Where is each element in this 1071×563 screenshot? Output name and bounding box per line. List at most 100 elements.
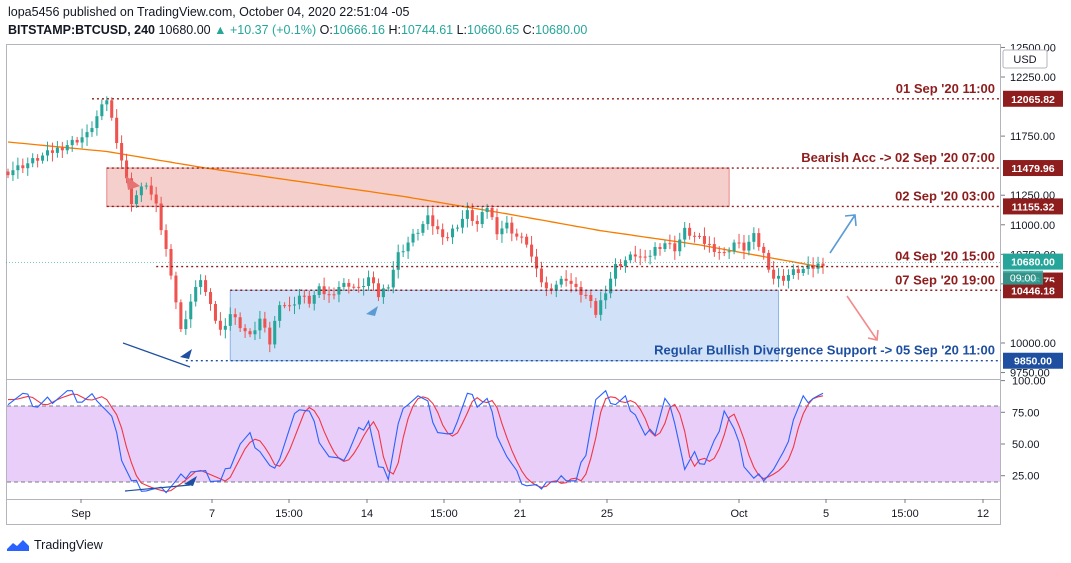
price-tag-label: 12065.82 — [1011, 94, 1055, 106]
price-tag — [1003, 160, 1063, 177]
candle — [638, 248, 642, 266]
candle — [65, 140, 69, 155]
last-price: 10680.00 — [158, 23, 211, 37]
candle — [431, 207, 435, 235]
currency-badge — [1002, 49, 1048, 69]
candle — [317, 283, 321, 298]
candle — [253, 321, 257, 341]
candle — [722, 247, 726, 257]
candle — [495, 208, 499, 241]
price-tag — [1003, 352, 1063, 369]
candle — [337, 281, 341, 303]
time-axis[interactable]: Sep 7 15:00 14 15:00 21 25 Oct 5 15:00 12 — [71, 499, 989, 520]
stochastic-band — [7, 405, 1000, 483]
candle — [544, 276, 548, 297]
candle — [41, 152, 45, 164]
candle — [678, 232, 682, 257]
time-tick-label: 15:00 — [430, 508, 458, 520]
candle — [179, 299, 183, 333]
candle — [213, 301, 217, 324]
candle — [391, 261, 395, 294]
candle — [194, 280, 198, 307]
candle — [752, 227, 756, 250]
candle — [21, 158, 25, 174]
candle — [777, 268, 781, 288]
candle — [480, 207, 484, 228]
candle — [534, 248, 539, 278]
chart-frame — [6, 44, 1001, 525]
candle — [233, 308, 237, 325]
stochastic-d-line — [8, 393, 824, 493]
candle — [100, 99, 104, 121]
candle — [357, 278, 361, 293]
candle — [352, 283, 356, 290]
candle — [273, 316, 277, 349]
candle — [154, 186, 158, 213]
candle — [559, 275, 563, 288]
candle — [569, 273, 573, 293]
level-label: Bearish Acc -> 02 Sep '20 07:00 — [801, 150, 995, 165]
candle — [144, 182, 148, 190]
candle — [258, 310, 262, 339]
candle — [174, 271, 178, 310]
candle — [791, 264, 795, 279]
candle — [169, 244, 173, 280]
candle — [248, 328, 252, 338]
candle — [406, 236, 410, 259]
candle — [134, 190, 138, 208]
down-arrow-icon — [846, 295, 879, 341]
levels-layer: 01 Sep '20 11:00 Bearish Acc -> 02 Sep '2… — [6, 81, 1001, 362]
candle — [129, 172, 134, 212]
candle — [36, 154, 40, 168]
candles-layer — [6, 96, 825, 353]
candle — [801, 266, 805, 276]
candle — [500, 220, 504, 243]
candle — [772, 261, 776, 285]
annotations-layer — [122, 176, 879, 368]
zones-layer — [106, 167, 780, 362]
candle — [697, 232, 702, 239]
price-tick-label: 12250.00 — [1010, 72, 1056, 84]
moving-average-line — [7, 141, 824, 268]
candle — [816, 256, 820, 274]
candle — [327, 286, 331, 303]
candle — [455, 224, 460, 232]
symbol-line: BITSTAMP:BTCUSD, 240 10680.00 ▲ +10.37 (… — [8, 21, 708, 39]
price-chart[interactable]: 01 Sep '20 11:00 Bearish Acc -> 02 Sep '2… — [0, 0, 1071, 535]
candle — [648, 249, 652, 265]
candle — [312, 291, 316, 311]
stochastic-pane — [7, 389, 1000, 494]
candle — [623, 256, 627, 273]
candle — [584, 290, 588, 299]
last-price-tag-label: 10680.00 — [1011, 257, 1055, 269]
candle — [446, 232, 450, 242]
candle — [208, 288, 213, 311]
time-tick-label: 21 — [514, 508, 526, 520]
candle — [786, 269, 790, 289]
candle — [416, 228, 420, 241]
divergence-line-oscillator — [124, 484, 191, 492]
price-tags-layer: 12065.8211479.9611155.3210646.7510446.18… — [1003, 90, 1063, 369]
candle — [278, 301, 282, 328]
bullish-marker-icon — [366, 306, 378, 316]
candle — [367, 270, 371, 291]
candle — [530, 236, 534, 263]
stochastic-axis[interactable]: 100.00 75.00 50.00 25.00 — [1001, 376, 1046, 483]
candle — [441, 223, 445, 245]
price-tag-label: 10446.18 — [1011, 285, 1055, 297]
candle — [204, 275, 208, 296]
candle — [609, 271, 613, 299]
candle — [594, 298, 598, 318]
candle — [110, 97, 114, 121]
tradingview-logo-icon — [7, 540, 29, 551]
candle — [673, 235, 677, 260]
price-tag-label: 11479.96 — [1011, 163, 1054, 175]
candle — [332, 287, 336, 300]
candle — [811, 257, 815, 278]
footer-brand: TradingView — [6, 536, 103, 554]
bullish-marker-icon — [180, 349, 192, 359]
candle — [707, 236, 711, 253]
candle — [411, 228, 415, 247]
candle — [683, 222, 687, 248]
candle — [401, 244, 405, 258]
